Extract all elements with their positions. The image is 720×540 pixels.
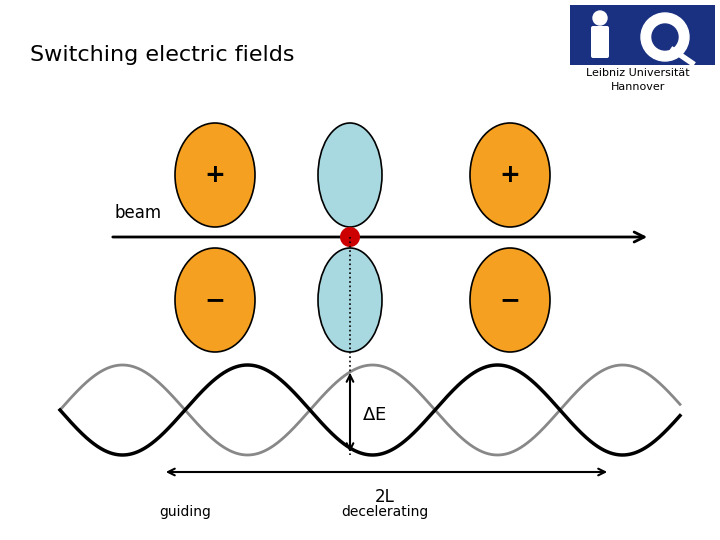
Ellipse shape <box>470 248 550 352</box>
Text: +: + <box>204 163 225 187</box>
Text: Switching electric fields: Switching electric fields <box>30 45 294 65</box>
Text: guiding: guiding <box>159 505 211 519</box>
Text: beam: beam <box>115 204 162 222</box>
Ellipse shape <box>318 248 382 352</box>
Text: −: − <box>500 288 521 312</box>
Circle shape <box>652 24 678 50</box>
Circle shape <box>340 227 360 247</box>
Text: 2L: 2L <box>375 488 395 506</box>
Text: $\Delta$E: $\Delta$E <box>362 406 387 424</box>
FancyBboxPatch shape <box>591 26 609 58</box>
Ellipse shape <box>175 123 255 227</box>
Text: +: + <box>500 163 521 187</box>
Circle shape <box>641 13 689 61</box>
Ellipse shape <box>175 248 255 352</box>
Circle shape <box>593 11 607 25</box>
Text: decelerating: decelerating <box>341 505 428 519</box>
Text: −: − <box>204 288 225 312</box>
FancyBboxPatch shape <box>570 5 715 65</box>
Ellipse shape <box>470 123 550 227</box>
Text: Hannover: Hannover <box>611 82 665 92</box>
Text: Leibniz Universität: Leibniz Universität <box>586 68 690 78</box>
Ellipse shape <box>318 123 382 227</box>
